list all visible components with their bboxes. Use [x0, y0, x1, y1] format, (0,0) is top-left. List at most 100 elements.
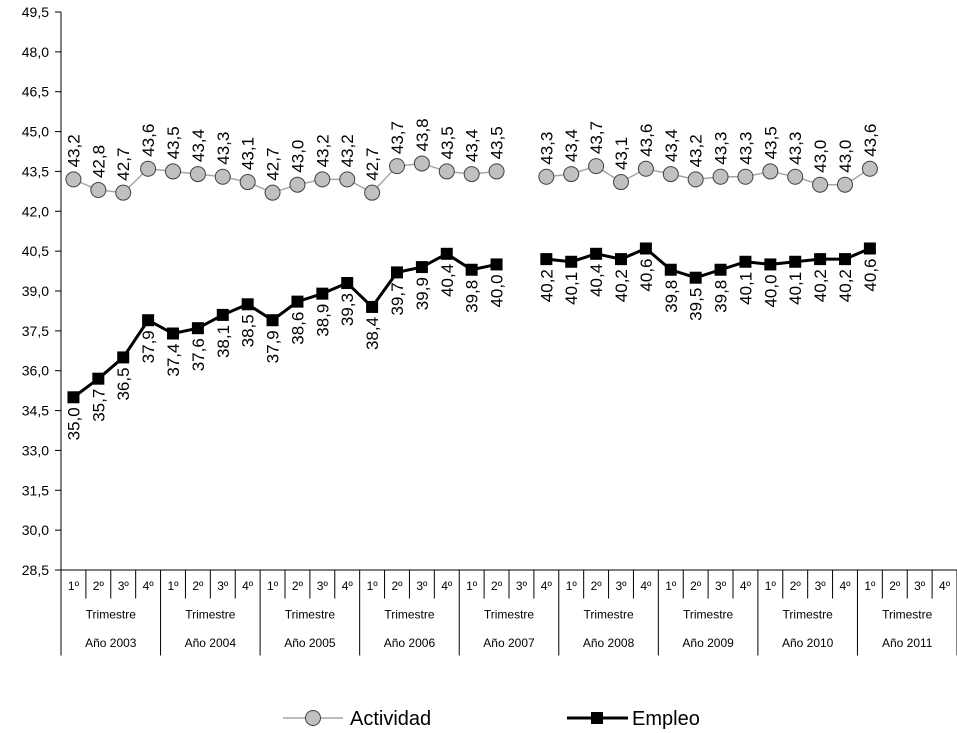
x-quarter-label: 3º: [715, 579, 727, 593]
x-quarter-label: 3º: [317, 579, 329, 593]
actividad-data-label: 43,5: [488, 126, 507, 159]
x-quarter-label: 1º: [466, 579, 478, 593]
empleo-point: [291, 295, 304, 308]
empleo-data-label: 40,0: [488, 274, 507, 307]
x-quarter-label: 1º: [864, 579, 876, 593]
empleo-point: [440, 247, 453, 260]
empleo-data-label: 40,6: [861, 258, 880, 291]
empleo-point: [167, 327, 179, 340]
y-tick-label: 46,5: [22, 84, 49, 100]
empleo-data-label: 36,5: [114, 367, 133, 400]
x-trimestre-label: Trimestre: [384, 608, 435, 622]
empleo-point: [391, 266, 403, 279]
actividad-data-label: 43,2: [313, 134, 332, 167]
empleo-point: [664, 263, 677, 276]
actividad-point: [189, 166, 206, 183]
x-quarter-label: 1º: [566, 579, 578, 593]
y-tick-label: 33,0: [22, 442, 49, 458]
actividad-point: [140, 160, 157, 177]
empleo-data-label: 40,0: [761, 274, 780, 307]
actividad-point: [90, 182, 107, 199]
empleo-point: [615, 253, 627, 266]
x-year-label: Año 2005: [284, 636, 336, 650]
legend-empleo-marker: [591, 712, 603, 724]
actividad-point: [787, 168, 804, 185]
x-trimestre-label: Trimestre: [185, 608, 236, 622]
actividad-data-label: 43,3: [712, 132, 731, 165]
actividad-data-label: 43,6: [861, 124, 880, 157]
y-tick-label: 39,0: [22, 283, 49, 299]
x-quarter-label: 2º: [292, 579, 304, 593]
empleo-point: [764, 258, 777, 271]
actividad-point: [488, 163, 505, 180]
empleo-line: [72, 252, 497, 399]
actividad-point: [65, 171, 82, 188]
x-quarter-label: 4º: [839, 579, 851, 593]
actividad-data-label: 43,5: [164, 126, 183, 159]
x-quarter-label: 4º: [242, 579, 254, 593]
actividad-point: [588, 158, 605, 175]
y-tick-label: 37,5: [22, 323, 49, 339]
empleo-data-label: 37,9: [264, 330, 283, 363]
x-quarter-label: 2º: [790, 579, 802, 593]
empleo-point: [814, 253, 827, 266]
empleo-point: [714, 263, 727, 276]
x-quarter-label: 1º: [167, 579, 179, 593]
empleo-data-label: 37,4: [164, 344, 183, 377]
x-quarter-label: 1º: [267, 579, 279, 593]
x-quarter-label: 4º: [939, 579, 951, 593]
x-quarter-label: 1º: [665, 579, 677, 593]
x-quarter-label: 2º: [591, 579, 603, 593]
actividad-point: [837, 176, 853, 193]
y-tick-label: 40,5: [22, 243, 49, 259]
y-tick-label: 34,5: [22, 403, 49, 419]
actividad-point: [538, 168, 555, 185]
empleo-data-label: 39,8: [662, 280, 681, 313]
x-quarter-label: 3º: [815, 579, 827, 593]
actividad-data-label: 43,4: [189, 129, 208, 162]
empleo-data-label: 38,1: [214, 325, 233, 358]
empleo-data-label: 39,3: [338, 293, 357, 326]
x-trimestre-label: Trimestre: [583, 608, 634, 622]
actividad-data-label: 43,3: [214, 132, 233, 165]
empleo-point: [639, 242, 652, 255]
empleo-point: [465, 263, 478, 276]
empleo-point: [266, 314, 279, 327]
empleo-point: [415, 261, 428, 274]
x-trimestre-label: Trimestre: [783, 608, 834, 622]
legend-empleo-label: Empleo: [632, 708, 700, 730]
empleo-point: [366, 300, 379, 313]
x-year-label: Año 2009: [682, 636, 734, 650]
empleo-data-label: 40,2: [811, 269, 830, 302]
actividad-data-label: 43,3: [786, 132, 805, 165]
empleo-data-label: 35,7: [89, 389, 108, 422]
empleo-point: [590, 247, 603, 260]
actividad-data-label: 42,7: [264, 148, 283, 181]
y-tick-label: 28,5: [22, 562, 49, 578]
x-quarter-label: 2º: [690, 579, 702, 593]
empleo-point: [565, 255, 578, 268]
empleo-point: [142, 314, 155, 327]
empleo-data-label: 39,5: [687, 288, 706, 321]
empleo-point: [216, 308, 229, 321]
y-tick-label: 30,0: [22, 522, 49, 538]
empleo-data-label: 38,6: [288, 312, 307, 345]
empleo-point: [540, 253, 553, 266]
actividad-point: [563, 166, 580, 183]
actividad-point: [165, 163, 181, 180]
x-quarter-label: 1º: [367, 579, 379, 593]
actividad-data-label: 43,7: [587, 121, 606, 154]
empleo-data-label: 35,0: [64, 407, 83, 440]
x-trimestre-label: Trimestre: [86, 608, 137, 622]
actividad-point: [812, 176, 829, 193]
empleo-data-label: 39,7: [388, 282, 407, 315]
legend-actividad-marker: [305, 710, 321, 726]
actividad-data-label: 43,7: [388, 121, 407, 154]
empleo-data-label: 37,6: [189, 338, 208, 371]
actividad-data-label: 43,3: [736, 132, 755, 165]
x-quarter-label: 4º: [143, 579, 155, 593]
actividad-point: [264, 184, 281, 201]
actividad-point: [861, 160, 878, 177]
x-quarter-label: 4º: [740, 579, 752, 593]
